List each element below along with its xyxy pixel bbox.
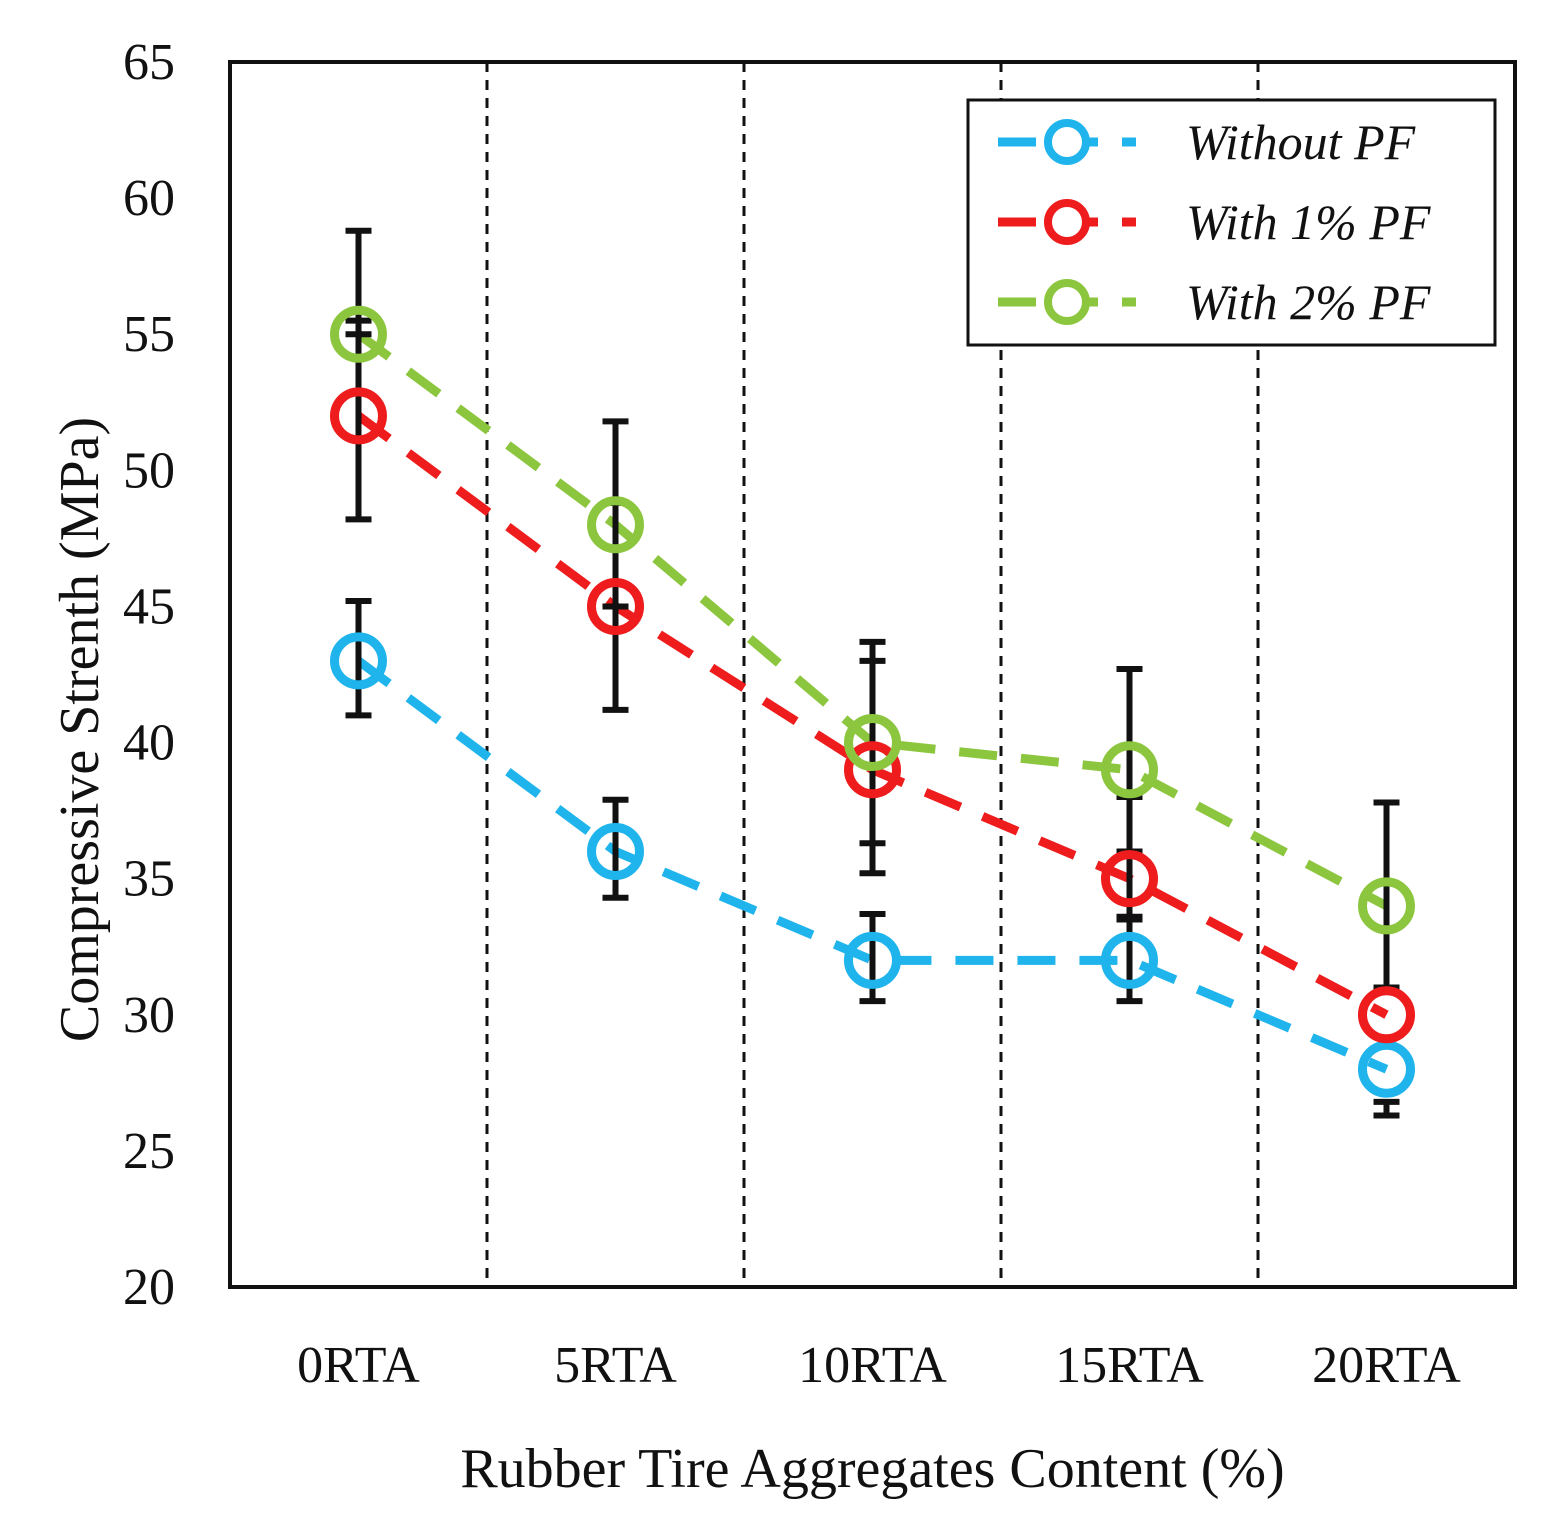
legend-marker-with-1-pf (1044, 199, 1090, 245)
data-point-with-2-pf (587, 496, 644, 554)
error-bar-layer (345, 227, 1400, 1119)
legend-label-without-pf: Without PF (1186, 114, 1416, 170)
y-tick-label: 60 (123, 170, 175, 227)
data-point-without-pf (330, 632, 387, 690)
y-tick-label: 35 (123, 851, 175, 908)
data-point-with-1-pf (844, 741, 901, 799)
y-tick-label: 50 (123, 442, 175, 499)
x-tick-labels: 0RTA 5RTA 10RTA 15RTA 20RTA (297, 1337, 1461, 1394)
y-tick-label: 40 (123, 715, 175, 772)
data-point-with-2-pf (330, 305, 387, 363)
data-point-without-pf (587, 822, 644, 880)
plot-frame (228, 60, 1517, 1289)
data-point-without-pf (1358, 1040, 1415, 1098)
legend-label-with-1-pf: With 1% PF (1186, 194, 1431, 250)
y-tick-labels: 20 25 30 35 40 45 50 55 60 65 (123, 34, 175, 1316)
y-axis-title: Compressive Strenth (MPa) (49, 417, 111, 1042)
data-point-with-2-pf (1101, 741, 1158, 799)
legend-label-with-2-pf: With 2% PF (1186, 274, 1431, 330)
legend: Without PF With 1% PF With 2% PF (966, 98, 1497, 347)
data-point-with-1-pf (330, 387, 387, 445)
x-axis-title: Rubber Tire Aggregates Content (%) (460, 1438, 1284, 1500)
data-point-without-pf (1101, 931, 1158, 989)
y-tick-label: 65 (123, 34, 175, 91)
y-tick-label: 55 (123, 306, 175, 363)
data-point-without-pf (844, 931, 901, 989)
data-point-with-1-pf (1101, 850, 1158, 908)
data-point-with-2-pf (1358, 877, 1415, 935)
y-tick-label: 30 (123, 987, 175, 1044)
y-tick-label: 20 (123, 1259, 175, 1316)
series-line-without-pf (355, 657, 1389, 1074)
x-tick-label: 10RTA (798, 1337, 947, 1394)
x-tick-label: 5RTA (554, 1337, 677, 1394)
data-point-with-2-pf (844, 714, 901, 772)
y-tick-label: 45 (123, 578, 175, 635)
legend-marker-with-2-pf (1044, 279, 1090, 325)
legend-marker-without-pf (1044, 119, 1090, 165)
x-tick-label: 20RTA (1312, 1337, 1461, 1394)
y-tick-label: 25 (123, 1123, 175, 1180)
data-point-with-1-pf (587, 577, 644, 635)
x-tick-label: 0RTA (297, 1337, 420, 1394)
x-tick-label: 15RTA (1055, 1337, 1204, 1394)
marker-layer (330, 305, 1415, 1098)
data-point-with-1-pf (1358, 986, 1415, 1044)
